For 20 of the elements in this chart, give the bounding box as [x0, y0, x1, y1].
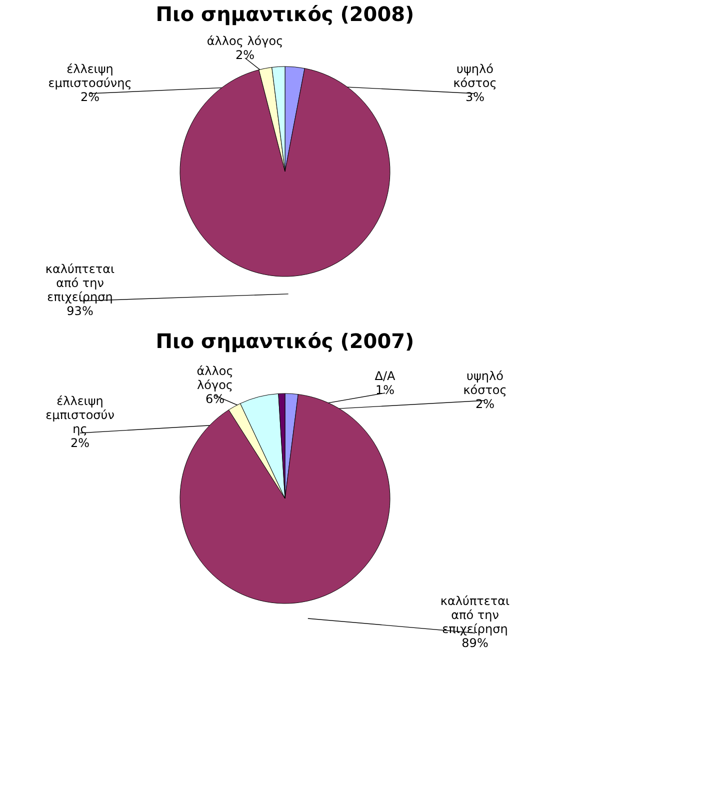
data-label: 2%	[475, 397, 495, 411]
slice-label: υψηλό κόστος	[453, 62, 497, 90]
data-label: 6%	[205, 392, 225, 406]
chart-title: Πιο σημαντικός (2008)	[156, 2, 414, 26]
slice-label: έλλειψη εμπιστοσύνης	[48, 62, 132, 90]
data-label: 1%	[375, 383, 395, 397]
data-label: 93%	[66, 304, 94, 318]
data-label: 89%	[462, 636, 488, 650]
slice-label: άλλος λόγος	[196, 364, 234, 392]
slice-label: έλλειψη εμπιστοσύν ης	[46, 394, 115, 436]
slice-label: καλύπτεται από την επιχείρηση	[45, 262, 115, 304]
data-label: 2%	[70, 436, 90, 450]
data-label: 3%	[465, 90, 485, 104]
chart-title: Πιο σημαντικός (2007)	[156, 329, 414, 353]
slice-label: Δ/Α	[374, 369, 396, 383]
data-label: 2%	[80, 90, 100, 104]
slice-label: καλύπτεται από την επιχείρηση	[440, 594, 510, 636]
data-label: 2%	[235, 48, 255, 62]
slice-label: άλλος λόγος	[206, 34, 284, 48]
slice-label: υψηλό κόστος	[463, 369, 507, 397]
